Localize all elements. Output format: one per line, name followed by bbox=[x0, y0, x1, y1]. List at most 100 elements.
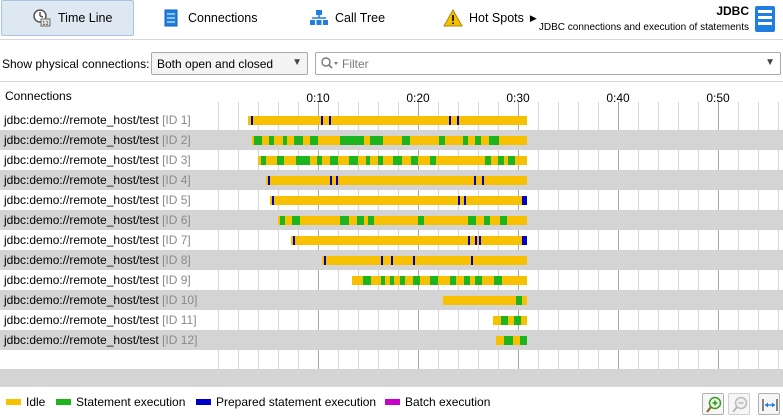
legend-item-prepared: Prepared statement execution bbox=[196, 395, 376, 409]
statement-segment bbox=[340, 216, 349, 225]
tab-time-line[interactable]: 12 Time Line bbox=[1, 0, 134, 36]
connection-row[interactable]: jdbc:demo://remote_host/test [ID 1] bbox=[0, 110, 783, 130]
connections-icon bbox=[162, 8, 182, 28]
statement-segment bbox=[261, 156, 266, 165]
connection-label: jdbc:demo://remote_host/test [ID 4] bbox=[4, 173, 191, 187]
idle-segment bbox=[248, 116, 527, 125]
axis-tick-label: 0:30 bbox=[506, 91, 530, 105]
zoom-out-icon bbox=[732, 396, 748, 413]
connection-name: jdbc:demo://remote_host/test bbox=[4, 293, 159, 307]
idle-swatch bbox=[6, 399, 21, 405]
view-title: JDBC bbox=[716, 4, 749, 18]
idle-segment bbox=[352, 276, 527, 285]
statement-segment bbox=[411, 156, 418, 165]
statement-segment bbox=[413, 276, 420, 285]
axis-tick-label: 0:20 bbox=[406, 91, 430, 105]
hot-spots-warning-icon bbox=[443, 8, 463, 28]
connection-row[interactable]: jdbc:demo://remote_host/test [ID 4] bbox=[0, 170, 783, 190]
statement-segment bbox=[378, 156, 383, 165]
idle-segment bbox=[496, 336, 527, 345]
statement-segment bbox=[330, 156, 338, 165]
gridline bbox=[638, 102, 639, 369]
physical-connections-select[interactable]: Both open and closed ▼ bbox=[151, 52, 308, 75]
statement-segment bbox=[501, 316, 508, 325]
gridline bbox=[458, 102, 459, 369]
statement-swatch bbox=[56, 399, 71, 405]
connection-name: jdbc:demo://remote_host/test bbox=[4, 193, 159, 207]
statement-segment bbox=[400, 276, 405, 285]
connection-label: jdbc:demo://remote_host/test [ID 2] bbox=[4, 133, 191, 147]
gridline bbox=[778, 102, 779, 369]
prepared-segment bbox=[251, 116, 253, 125]
connection-row[interactable]: jdbc:demo://remote_host/test [ID 5] bbox=[0, 190, 783, 210]
statement-segment bbox=[368, 216, 374, 225]
legend-label: Batch execution bbox=[405, 395, 491, 409]
idle-segment bbox=[493, 316, 527, 325]
statement-segment bbox=[390, 276, 394, 285]
prepared-segment bbox=[464, 196, 466, 205]
gridline bbox=[218, 102, 219, 369]
connection-id: [ID 12] bbox=[158, 333, 198, 347]
connection-row[interactable]: jdbc:demo://remote_host/test [ID 10] bbox=[0, 290, 783, 310]
connection-label: jdbc:demo://remote_host/test [ID 7] bbox=[4, 233, 191, 247]
connection-row[interactable]: jdbc:demo://remote_host/test [ID 6] bbox=[0, 210, 783, 230]
statement-segment bbox=[514, 316, 521, 325]
gridline bbox=[258, 102, 259, 369]
statement-segment bbox=[504, 336, 513, 345]
connection-name: jdbc:demo://remote_host/test bbox=[4, 313, 159, 327]
gridline bbox=[658, 102, 659, 369]
statement-segment bbox=[468, 216, 476, 225]
statement-segment bbox=[498, 156, 504, 165]
gridline bbox=[438, 102, 439, 369]
more-views-arrow-icon[interactable]: ▶ bbox=[529, 12, 537, 23]
tab-hot-spots[interactable]: Hot Spots ▶ bbox=[443, 0, 537, 36]
idle-segment bbox=[443, 296, 527, 305]
statement-segment bbox=[430, 156, 436, 165]
statement-segment bbox=[485, 156, 491, 165]
gridline bbox=[338, 102, 339, 369]
connection-id: [ID 7] bbox=[158, 233, 191, 247]
gridline bbox=[678, 102, 679, 369]
connection-row[interactable]: jdbc:demo://remote_host/test [ID 3] bbox=[0, 150, 783, 170]
connection-name: jdbc:demo://remote_host/test bbox=[4, 153, 159, 167]
prepared-segment bbox=[272, 196, 274, 205]
timeline-icon: 12 bbox=[32, 8, 52, 28]
connection-row[interactable]: jdbc:demo://remote_host/test [ID 9] bbox=[0, 270, 783, 290]
connection-row[interactable]: jdbc:demo://remote_host/test [ID 8] bbox=[0, 250, 783, 270]
connection-row[interactable]: jdbc:demo://remote_host/test [ID 11] bbox=[0, 310, 783, 330]
view-tab-bar: 12 Time Line Connections C bbox=[0, 0, 783, 40]
tab-call-tree[interactable]: Call Tree bbox=[309, 0, 385, 36]
view-subtitle: JDBC connections and execution of statem… bbox=[538, 22, 749, 33]
timeline-horizontal-scrollbar[interactable] bbox=[0, 369, 783, 386]
connection-row[interactable]: jdbc:demo://remote_host/test [ID 2] bbox=[0, 130, 783, 150]
statement-segment bbox=[508, 156, 515, 165]
connection-label: jdbc:demo://remote_host/test [ID 8] bbox=[4, 253, 191, 267]
zoom-in-button[interactable] bbox=[702, 393, 724, 415]
connection-name: jdbc:demo://remote_host/test bbox=[4, 233, 159, 247]
gridline bbox=[738, 102, 739, 369]
filter-input[interactable]: Filter ▼ bbox=[315, 52, 781, 75]
connection-row[interactable]: jdbc:demo://remote_host/test [ID 7] bbox=[0, 230, 783, 250]
legend: Idle Statement execution Prepared statem… bbox=[0, 386, 783, 417]
connection-row[interactable]: jdbc:demo://remote_host/test [ID 12] bbox=[0, 330, 783, 350]
fit-width-button[interactable] bbox=[758, 393, 780, 415]
legend-item-idle: Idle bbox=[6, 395, 45, 409]
idle-segment bbox=[258, 156, 527, 165]
connection-id: [ID 4] bbox=[158, 173, 191, 187]
axis-tick-label: 0:40 bbox=[606, 91, 630, 105]
fit-width-icon bbox=[762, 399, 778, 411]
idle-segment bbox=[266, 176, 527, 185]
legend-item-batch: Batch execution bbox=[385, 395, 490, 409]
chevron-down-icon[interactable]: ▼ bbox=[765, 57, 775, 68]
statement-segment bbox=[254, 136, 262, 145]
legend-label: Prepared statement execution bbox=[216, 395, 377, 409]
database-icon bbox=[753, 4, 777, 34]
tab-label: Hot Spots bbox=[469, 11, 524, 25]
statement-segment bbox=[500, 216, 507, 225]
statement-segment bbox=[418, 216, 424, 225]
zoom-out-button[interactable] bbox=[728, 393, 750, 415]
gridline bbox=[578, 102, 579, 369]
tab-connections[interactable]: Connections bbox=[162, 0, 258, 36]
connection-label: jdbc:demo://remote_host/test [ID 5] bbox=[4, 193, 191, 207]
prepared-segment bbox=[522, 236, 527, 245]
